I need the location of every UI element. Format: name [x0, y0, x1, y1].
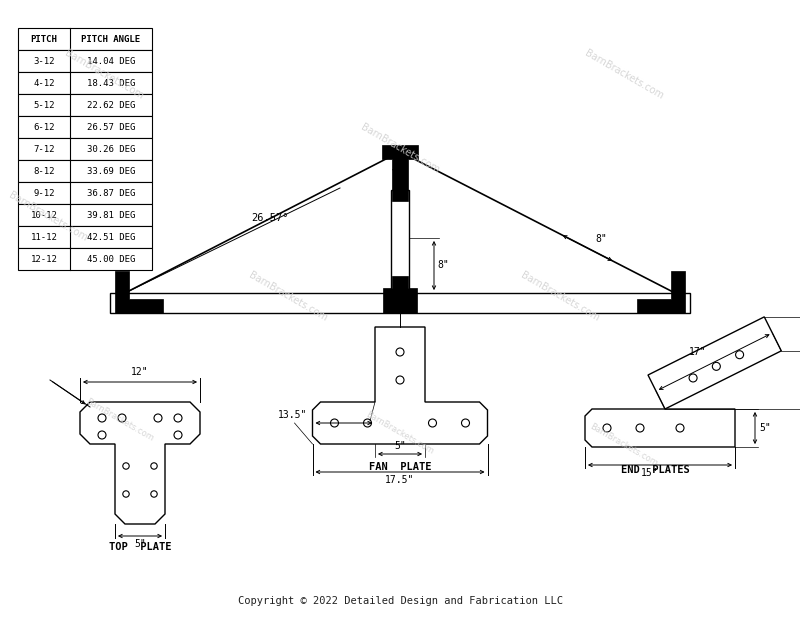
Polygon shape	[80, 402, 200, 524]
Text: 26.57°: 26.57°	[251, 213, 289, 223]
Text: 33.69 DEG: 33.69 DEG	[87, 166, 135, 176]
Text: BarnBrackets.com: BarnBrackets.com	[247, 270, 329, 323]
Polygon shape	[585, 409, 735, 447]
Text: 18.43 DEG: 18.43 DEG	[87, 78, 135, 88]
Text: 4-12: 4-12	[34, 78, 54, 88]
Text: PITCH: PITCH	[30, 35, 58, 43]
Text: 12": 12"	[131, 367, 149, 377]
Text: BarnBrackets.com: BarnBrackets.com	[583, 48, 665, 101]
Polygon shape	[383, 276, 417, 313]
Bar	[18, 182, 152, 204]
Text: END  PLATES: END PLATES	[621, 465, 690, 475]
Text: FAN  PLATE: FAN PLATE	[369, 462, 431, 472]
Bar	[18, 248, 152, 270]
Text: 42.51 DEG: 42.51 DEG	[87, 232, 135, 242]
Text: 5-12: 5-12	[34, 101, 54, 109]
Text: 15": 15"	[641, 468, 659, 478]
Polygon shape	[648, 317, 782, 409]
Bar	[18, 28, 152, 50]
Bar	[18, 50, 152, 72]
Bar	[18, 160, 152, 182]
Bar	[391, 190, 409, 293]
Polygon shape	[637, 271, 685, 313]
Text: BarnBrackets.com: BarnBrackets.com	[359, 122, 441, 175]
Bar	[18, 226, 152, 248]
Text: 26.57 DEG: 26.57 DEG	[87, 122, 135, 132]
Bar	[18, 204, 152, 226]
Text: 12-12: 12-12	[30, 255, 58, 263]
Text: 9-12: 9-12	[34, 188, 54, 198]
Text: 5": 5"	[759, 423, 770, 433]
Text: 13.5": 13.5"	[278, 410, 307, 420]
Text: 30.26 DEG: 30.26 DEG	[87, 145, 135, 153]
Text: 8": 8"	[437, 261, 449, 271]
Bar	[18, 116, 152, 138]
Bar	[110, 293, 690, 313]
Polygon shape	[313, 327, 487, 444]
Text: BarnBrackets.com: BarnBrackets.com	[519, 270, 601, 323]
Text: 5": 5"	[134, 539, 146, 549]
Text: 39.81 DEG: 39.81 DEG	[87, 211, 135, 219]
Text: 10-12: 10-12	[30, 211, 58, 219]
Bar	[18, 94, 152, 116]
Bar	[18, 72, 152, 94]
Text: 45.00 DEG: 45.00 DEG	[87, 255, 135, 263]
Text: 11-12: 11-12	[30, 232, 58, 242]
Text: BarnBrackets.com: BarnBrackets.com	[365, 410, 435, 455]
Text: 3-12: 3-12	[34, 56, 54, 66]
Text: BarnBrackets.com: BarnBrackets.com	[7, 190, 89, 243]
Text: BarnBrackets.com: BarnBrackets.com	[85, 397, 155, 443]
Polygon shape	[115, 271, 163, 313]
Polygon shape	[382, 145, 418, 201]
Text: 8": 8"	[394, 157, 406, 167]
Text: 36.87 DEG: 36.87 DEG	[87, 188, 135, 198]
Bar	[18, 138, 152, 160]
Text: 17.5": 17.5"	[386, 475, 414, 485]
Text: BarnBrackets.com: BarnBrackets.com	[63, 48, 145, 101]
Text: 8": 8"	[595, 234, 607, 244]
Text: Copyright © 2022 Detailed Design and Fabrication LLC: Copyright © 2022 Detailed Design and Fab…	[238, 596, 562, 606]
Text: 8-12: 8-12	[34, 166, 54, 176]
Text: 14.04 DEG: 14.04 DEG	[87, 56, 135, 66]
Text: 22.62 DEG: 22.62 DEG	[87, 101, 135, 109]
Text: 7-12: 7-12	[34, 145, 54, 153]
Text: PITCH ANGLE: PITCH ANGLE	[82, 35, 141, 43]
Text: 17": 17"	[689, 347, 706, 357]
Text: TOP  PLATE: TOP PLATE	[109, 542, 171, 552]
Text: 5": 5"	[394, 441, 406, 451]
Text: BarnBrackets.com: BarnBrackets.com	[589, 422, 659, 468]
Text: 6-12: 6-12	[34, 122, 54, 132]
